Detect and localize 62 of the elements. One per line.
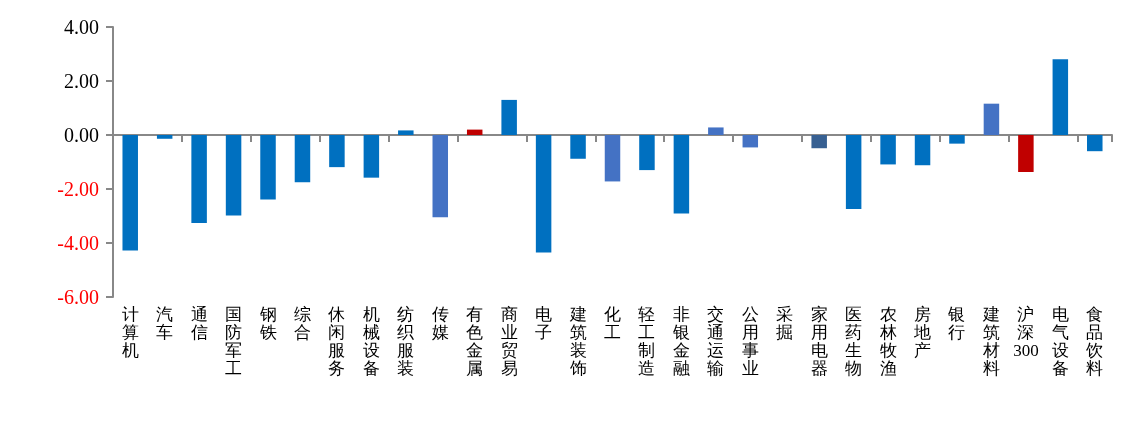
x-tick-label: 医药生物 — [845, 304, 863, 378]
x-tick-label: 房地产 — [913, 304, 932, 360]
bar — [673, 135, 690, 214]
x-tick-label: 通信 — [190, 304, 208, 342]
x-tick-label: 交通运输 — [707, 304, 725, 378]
x-tick-label: 沪深300 — [1013, 304, 1039, 360]
x-tick-label: 食品饮料 — [1085, 304, 1104, 378]
bar — [501, 99, 517, 135]
bar — [535, 135, 552, 253]
bar — [811, 135, 827, 149]
bar — [570, 135, 586, 159]
x-tick-label: 纺织服装 — [397, 304, 415, 378]
x-tick-label: 电气设备 — [1051, 304, 1069, 378]
y-tick-label: 0.00 — [64, 124, 99, 146]
x-tick-label: 农林牧渔 — [878, 304, 897, 378]
bar — [363, 135, 380, 178]
bar — [191, 135, 207, 224]
y-tick-label: -2.00 — [57, 178, 99, 200]
bar — [708, 127, 724, 135]
bar — [260, 135, 276, 200]
x-tick-label: 钢铁 — [258, 304, 277, 342]
y-tick-label: 2.00 — [64, 70, 99, 92]
x-tick-label: 公用事业 — [741, 304, 759, 378]
bar — [1018, 135, 1034, 172]
bar — [432, 135, 449, 218]
bar — [845, 135, 862, 209]
bar — [294, 135, 311, 183]
bar — [329, 135, 345, 168]
x-tick-label: 家用电器 — [810, 304, 828, 378]
bar — [1052, 59, 1069, 135]
y-tick-label: -6.00 — [57, 286, 99, 308]
y-tick-label: -4.00 — [57, 232, 99, 254]
x-tick-label: 有色金属 — [466, 304, 484, 378]
x-tick-label: 建筑材料 — [981, 304, 1000, 378]
x-tick-label: 传媒 — [431, 304, 449, 342]
bar — [983, 103, 1000, 135]
x-tick-label: 银行 — [947, 304, 966, 342]
bar — [156, 135, 173, 139]
x-tick-label: 建筑装饰 — [568, 304, 587, 378]
x-tick-label: 综合 — [293, 304, 311, 342]
x-tick-label: 汽车 — [156, 304, 174, 342]
bar — [604, 135, 621, 182]
bar — [639, 135, 655, 171]
bar — [398, 130, 414, 135]
bar — [1087, 135, 1103, 152]
bar — [880, 135, 896, 165]
x-tick-label: 休闲服务 — [328, 304, 346, 378]
x-tick-label: 非银金融 — [671, 304, 690, 378]
y-tick-label: 4.00 — [64, 16, 99, 38]
x-tick-label: 商业贸易 — [500, 304, 518, 378]
bar — [742, 135, 759, 148]
x-tick-label: 机械设备 — [362, 304, 380, 378]
bar — [225, 135, 242, 216]
bar — [122, 135, 138, 251]
bar — [949, 135, 965, 144]
x-tick-label: 轻工制造 — [638, 304, 656, 378]
x-tick-label: 化工 — [604, 304, 621, 342]
x-tick-label: 采掘 — [776, 304, 794, 342]
x-tick-label: 计算机 — [121, 304, 139, 360]
bar — [914, 135, 931, 166]
x-tick-label: 电子 — [535, 304, 553, 342]
x-tick-label: 国防军工 — [225, 304, 243, 378]
